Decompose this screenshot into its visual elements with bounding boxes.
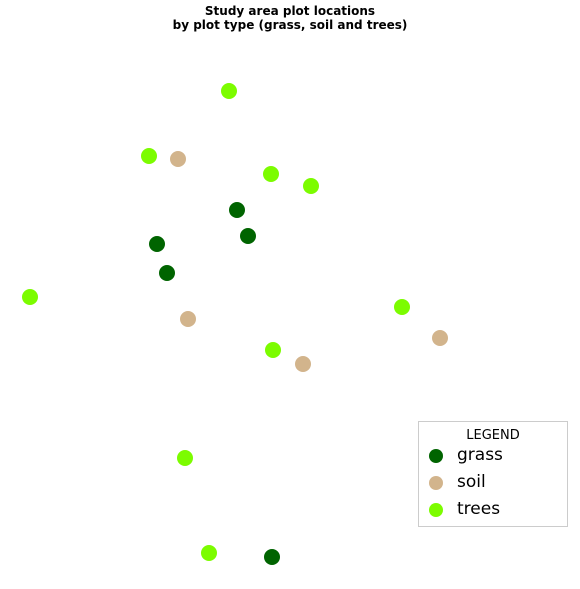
- legend-label-trees: trees: [457, 501, 557, 518]
- point-soil: [295, 356, 311, 372]
- legend-swatch-grass: [429, 449, 443, 463]
- point-trees: [263, 166, 279, 182]
- legend-item-soil: soil: [429, 474, 557, 491]
- point-grass: [149, 236, 165, 252]
- point-grass: [229, 202, 245, 218]
- legend-swatch-soil: [429, 476, 443, 490]
- legend: LEGEND grass soil trees: [418, 421, 568, 527]
- point-trees: [201, 545, 217, 561]
- point-trees: [22, 289, 38, 305]
- legend-label-soil: soil: [457, 474, 557, 491]
- point-trees: [177, 450, 193, 466]
- legend-item-trees: trees: [429, 501, 557, 518]
- point-trees: [303, 178, 319, 194]
- point-trees: [265, 342, 281, 358]
- point-trees: [141, 148, 157, 164]
- scatter-chart: Study area plot locations by plot type (…: [0, 0, 580, 589]
- point-trees: [221, 83, 237, 99]
- legend-swatch-trees: [429, 503, 443, 517]
- point-grass: [159, 265, 175, 281]
- legend-item-grass: grass: [429, 447, 557, 464]
- chart-title: Study area plot locations by plot type (…: [173, 4, 408, 32]
- point-soil: [170, 151, 186, 167]
- legend-title: LEGEND: [429, 428, 557, 443]
- point-grass: [240, 228, 256, 244]
- point-grass: [264, 549, 280, 565]
- point-soil: [432, 330, 448, 346]
- point-trees: [394, 299, 410, 315]
- point-soil: [180, 311, 196, 327]
- legend-label-grass: grass: [457, 447, 557, 464]
